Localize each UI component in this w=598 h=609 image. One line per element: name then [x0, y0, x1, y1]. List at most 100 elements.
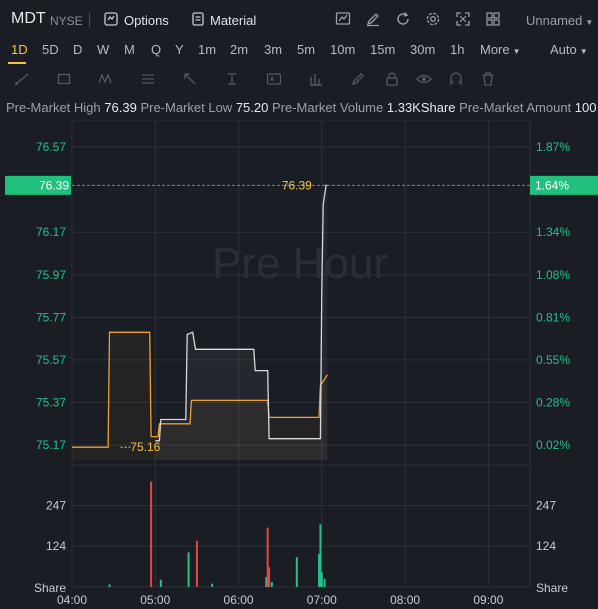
eye-icon[interactable]: [416, 71, 432, 87]
options-button[interactable]: Options: [104, 12, 169, 29]
percent-tick-label: 0.02%: [536, 438, 570, 452]
fibonacci-tool-icon[interactable]: [140, 71, 156, 87]
indicator-icon[interactable]: [335, 11, 351, 27]
period-10m[interactable]: 10m: [330, 42, 356, 57]
time-tick-label: 05:00: [140, 593, 170, 607]
layout-select[interactable]: Unnamed ▼: [526, 13, 593, 28]
volume-bar: [187, 552, 190, 587]
symbol-ticker[interactable]: MDT: [11, 10, 46, 27]
intraday-chart[interactable]: Pre Hour 76.5776.1775.9775.7775.5775.377…: [0, 120, 598, 609]
percent-tick-label: 1.08%: [536, 268, 570, 282]
price-area-fill: [155, 185, 328, 460]
current-percent-badge: [530, 175, 598, 195]
price-tick-label: 76.57: [36, 140, 66, 154]
period-30m[interactable]: 30m: [410, 42, 436, 57]
price-line: [155, 184, 328, 442]
time-tick-label: 07:00: [307, 593, 337, 607]
volume-tick-label: 124: [46, 539, 66, 553]
period-1m[interactable]: 1m: [198, 42, 217, 57]
auto-label: Auto: [550, 42, 577, 57]
period-1h[interactable]: 1h: [450, 42, 465, 57]
period-2m[interactable]: 2m: [230, 42, 249, 57]
layout-label: Unnamed: [526, 13, 583, 28]
trend-line-icon[interactable]: [14, 71, 30, 87]
volume-bar: [265, 577, 268, 587]
text-tool-icon[interactable]: [266, 71, 282, 87]
price-tick-label: 75.57: [36, 353, 66, 367]
period-month[interactable]: M: [124, 42, 135, 57]
premarket-amount-label: Pre-Market Amount: [459, 100, 572, 115]
volume-bar: [268, 567, 271, 587]
pattern-tool-icon[interactable]: [98, 71, 114, 87]
measure-tool-icon[interactable]: [224, 71, 240, 87]
period-5m[interactable]: 5m: [297, 42, 316, 57]
volume-bars: [108, 481, 326, 587]
premarket-high-value: 76.39: [104, 100, 137, 115]
chevron-down-icon: ▼: [579, 47, 588, 56]
price-tick-label: 75.17: [36, 438, 66, 452]
active-period-underline: [8, 62, 26, 64]
period-3m[interactable]: 3m: [264, 42, 283, 57]
price-tick-label: 76.17: [36, 225, 66, 239]
period-15m[interactable]: 15m: [370, 42, 396, 57]
period-5d[interactable]: 5D: [42, 42, 59, 57]
fullscreen-icon[interactable]: [455, 11, 471, 27]
volume-bar: [320, 572, 323, 587]
time-tick-label: 04:00: [57, 593, 87, 607]
current-price-badge: [5, 175, 71, 195]
draw-pen-icon[interactable]: [365, 11, 381, 27]
bar-pattern-icon[interactable]: [308, 71, 324, 87]
arrow-tool-icon[interactable]: [182, 71, 198, 87]
more-periods-button[interactable]: More ▼: [480, 42, 521, 57]
settings-gear-icon[interactable]: [425, 11, 441, 27]
volume-tick-label: 124: [536, 539, 556, 553]
chevron-down-icon: ▼: [585, 18, 594, 27]
volume-unit-left: Share: [34, 581, 66, 595]
volume-bar: [318, 554, 321, 587]
layout-grid-icon[interactable]: [485, 11, 501, 27]
volume-unit-right: Share: [536, 581, 568, 595]
more-label: More: [480, 42, 510, 57]
brush-icon[interactable]: [350, 71, 366, 87]
refresh-icon[interactable]: [395, 11, 411, 27]
period-day[interactable]: D: [73, 42, 83, 57]
lock-icon[interactable]: [384, 71, 400, 87]
price-tick-label: 75.77: [36, 310, 66, 324]
price-tick-label: 75.37: [36, 396, 66, 410]
average-price-line: [72, 331, 328, 448]
premarket-low-label: Pre-Market Low: [140, 100, 233, 115]
material-label: Material: [210, 13, 257, 28]
price-axis: 76.57 76.17 75.97 75.77 75.57 75.37 75.17: [36, 140, 66, 452]
volume-tick-label: 247: [536, 499, 556, 513]
volume-tick-label: 247: [46, 499, 66, 513]
volume-bar: [323, 578, 326, 587]
rectangle-tool-icon[interactable]: [56, 71, 72, 87]
auto-scale-select[interactable]: Auto ▼: [550, 42, 588, 57]
period-bar: 1D 5D D W M Q Y 1m 2m 3m 5m 10m 15m 30m …: [0, 38, 598, 64]
period-week[interactable]: W: [97, 42, 110, 57]
low-marker-label: 75.16: [130, 440, 160, 454]
material-button[interactable]: Material: [192, 12, 256, 29]
period-1d[interactable]: 1D: [11, 42, 28, 57]
avg-area-fill: [72, 332, 328, 460]
premarket-amount-value: 100: [574, 100, 597, 115]
percent-tick-label: 1.87%: [536, 140, 570, 154]
percent-tick-label: 1.34%: [536, 225, 570, 239]
volume-bar: [270, 582, 273, 587]
volume-bar: [150, 481, 153, 587]
premarket-summary: Pre-Market High 76.39 Pre-Market Low 75.…: [0, 96, 598, 120]
premarket-volume-value: 1.33KShare: [386, 100, 456, 115]
volume-bar: [195, 540, 198, 587]
divider: [89, 13, 90, 27]
volume-bar: [266, 527, 269, 587]
chevron-down-icon: ▼: [512, 47, 521, 56]
volume-bar: [108, 584, 111, 587]
period-year[interactable]: Y: [175, 42, 184, 57]
time-axis: 04:00 05:00 06:00 07:00 08:00 09:00: [57, 593, 504, 607]
trash-icon[interactable]: [480, 71, 496, 87]
options-icon: [104, 12, 118, 29]
volume-bar: [295, 557, 298, 587]
magnet-icon[interactable]: [448, 71, 464, 87]
period-quarter[interactable]: Q: [151, 42, 162, 57]
price-series: [72, 184, 328, 460]
